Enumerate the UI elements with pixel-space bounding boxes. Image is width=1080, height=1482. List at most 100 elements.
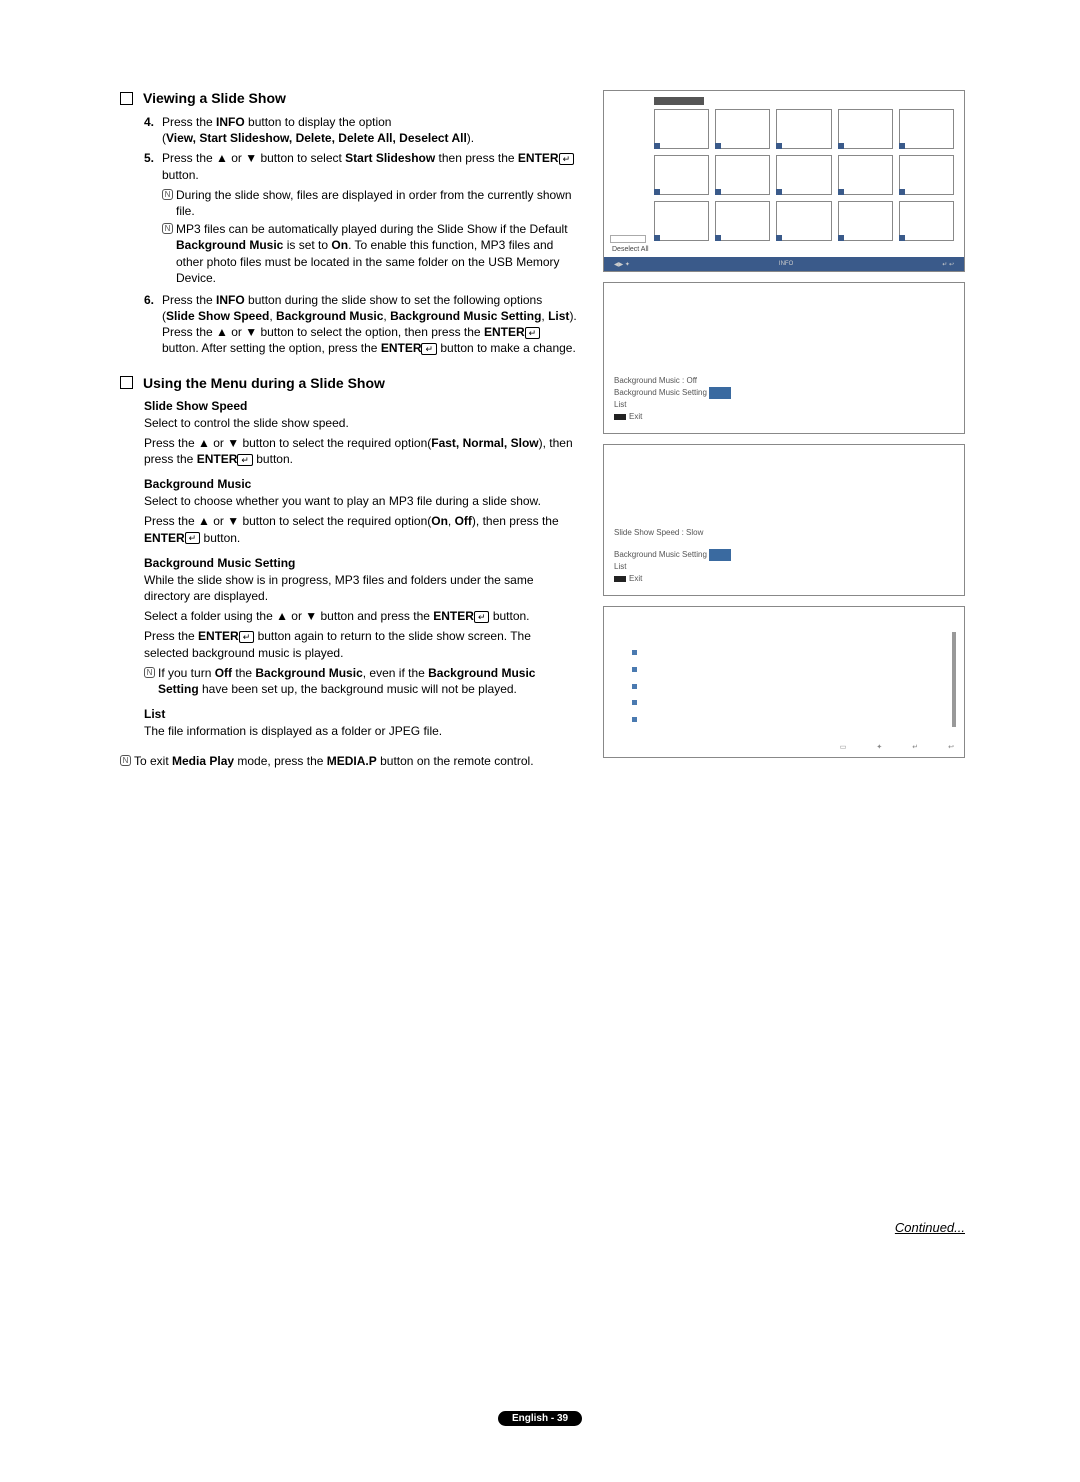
- checkbox-icon: [120, 376, 133, 389]
- nav-icon: ↩: [948, 743, 954, 751]
- note-icon: N: [144, 665, 158, 697]
- enter-icon: ↵: [525, 327, 541, 339]
- text: ).: [569, 309, 576, 323]
- step-6: 6. Press the INFO button during the slid…: [144, 292, 578, 357]
- text: ENTER: [433, 609, 474, 623]
- text: Press the: [144, 629, 198, 643]
- text: button.: [200, 531, 240, 545]
- text: List: [548, 309, 569, 323]
- note: N To exit Media Play mode, press the MED…: [120, 753, 578, 769]
- text: On: [331, 238, 348, 252]
- scrollbar: [952, 632, 956, 727]
- text: button.: [489, 609, 529, 623]
- text: INFO: [216, 115, 245, 129]
- section-title: Viewing a Slide Show: [143, 90, 286, 106]
- thumb: [776, 155, 831, 195]
- menu-line: List: [614, 399, 731, 411]
- thumb: [838, 109, 893, 149]
- menu-highlight: [709, 549, 731, 561]
- enter-icon: ↵: [239, 631, 255, 643]
- text: The file information is displayed as a f…: [144, 723, 578, 739]
- text: have been set up, the background music w…: [199, 682, 517, 696]
- menu-line: Slide Show Speed : Slow: [614, 527, 731, 539]
- info-icon: INFO: [779, 261, 793, 267]
- note-icon: N: [162, 221, 176, 286]
- figure-menu-bgm: Background Music : Off Background Music …: [603, 282, 965, 434]
- thumb: [776, 109, 831, 149]
- thumb: [838, 201, 893, 241]
- step-4: 4. Press the INFO button to display the …: [144, 114, 578, 146]
- text: If you turn: [158, 666, 215, 680]
- footer-badge: English - 39: [498, 1411, 582, 1426]
- section-viewing: Viewing a Slide Show 4. Press the INFO b…: [120, 90, 578, 357]
- text: ,: [448, 514, 455, 528]
- note-text: If you turn Off the Background Music, ev…: [158, 665, 578, 697]
- thumb: [654, 109, 709, 149]
- section-menu: Using the Menu during a Slide Show Slide…: [120, 375, 578, 770]
- text: Press the: [162, 293, 216, 307]
- thumb: [654, 201, 709, 241]
- thumb: [715, 201, 770, 241]
- text: ENTER: [381, 341, 422, 355]
- continued-label: Continued...: [895, 1220, 965, 1235]
- text: Select a folder using the ▲ or ▼ button …: [144, 609, 433, 623]
- text: To exit: [134, 754, 172, 768]
- text: Exit: [629, 574, 642, 583]
- thumb: [899, 155, 954, 195]
- section-title: Using the Menu during a Slide Show: [143, 375, 385, 391]
- spacer: [614, 539, 731, 549]
- text: INFO: [216, 293, 245, 307]
- text: Select a folder using the ▲ or ▼ button …: [144, 608, 578, 624]
- step-body: Press the INFO button during the slide s…: [162, 292, 578, 357]
- menu-line: Background Music : Off: [614, 375, 731, 387]
- text: Press the: [162, 115, 216, 129]
- section-header: Using the Menu during a Slide Show: [120, 375, 578, 391]
- subtitle-bgms: Background Music Setting: [144, 556, 578, 570]
- note: N MP3 files can be automatically played …: [162, 221, 578, 286]
- text: Off: [455, 514, 472, 528]
- text: Media Play: [172, 754, 234, 768]
- bullet-icon: [632, 650, 637, 655]
- text: Background Music: [255, 666, 362, 680]
- note-text: To exit Media Play mode, press the MEDIA…: [134, 753, 534, 769]
- text: the: [232, 666, 255, 680]
- thumb-grid: [654, 109, 954, 241]
- menu-line: List: [614, 561, 731, 573]
- text: button to make a change.: [437, 341, 576, 355]
- text: Start Slideshow: [345, 151, 435, 165]
- text: Background Music Setting: [614, 388, 707, 397]
- fig-bottombar: ◀▶ ✦ INFO ↵ ↩: [604, 257, 964, 271]
- text: button to display the option: [245, 115, 392, 129]
- bullet-icon: [632, 717, 637, 722]
- fig-topbar: [654, 97, 704, 105]
- menu-highlight: [709, 387, 731, 399]
- text: Press the ▲ or ▼ button to select: [162, 151, 345, 165]
- thumb: [654, 155, 709, 195]
- thumb: [899, 109, 954, 149]
- list-item: [632, 695, 643, 712]
- text: ENTER: [484, 325, 525, 339]
- menu-line: Exit: [614, 411, 731, 423]
- figure-thumbnails: Deselect All ◀▶ ✦ INFO ↵ ↩: [603, 90, 965, 272]
- text: is set to: [283, 238, 331, 252]
- bullet-icon: [632, 700, 637, 705]
- note-text: MP3 files can be automatically played du…: [176, 221, 578, 286]
- fig-list: [632, 645, 643, 729]
- text: button on the remote control.: [377, 754, 534, 768]
- nav-icon: ↵: [912, 743, 918, 751]
- text: Off: [215, 666, 232, 680]
- text: Slide Show Speed: [166, 309, 269, 323]
- note-icon: N: [162, 187, 176, 219]
- subtitle-speed: Slide Show Speed: [144, 399, 578, 413]
- thumb: [715, 109, 770, 149]
- text: Background Music: [276, 309, 383, 323]
- text: Press the ▲ or ▼ button to select the op…: [162, 325, 484, 339]
- step-number: 6.: [144, 292, 162, 357]
- list-item: [632, 662, 643, 679]
- figure-list: ▭ ✦ ↵ ↩: [603, 606, 965, 758]
- fig-leftbox: [610, 235, 646, 243]
- nav-icon: ▭: [840, 743, 847, 751]
- text: While the slide show is in progress, MP3…: [144, 572, 578, 604]
- list-item: [632, 712, 643, 729]
- fig-bottom-icons: ▭ ✦ ↵ ↩: [840, 743, 954, 751]
